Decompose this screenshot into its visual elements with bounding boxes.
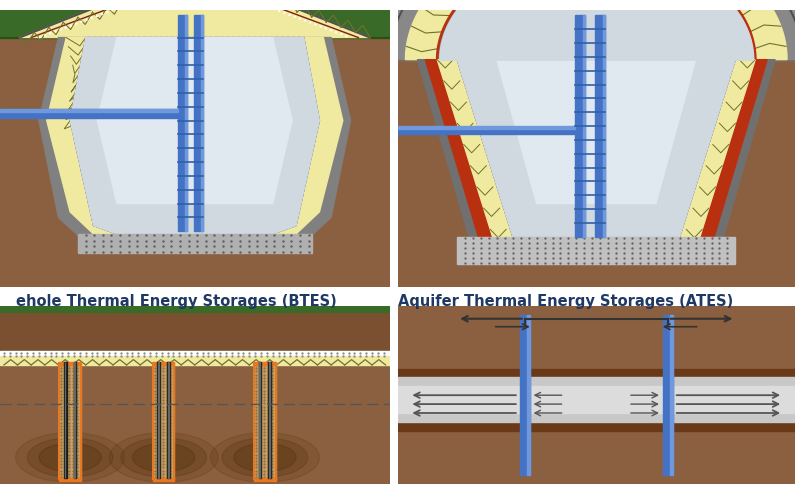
Bar: [398, 126, 575, 134]
Polygon shape: [437, 60, 755, 250]
Bar: [153, 363, 174, 479]
Polygon shape: [0, 10, 98, 134]
Polygon shape: [19, 0, 370, 38]
Circle shape: [39, 443, 101, 472]
Bar: [526, 315, 529, 475]
Polygon shape: [47, 38, 343, 245]
Bar: [0, 351, 390, 356]
Circle shape: [222, 438, 308, 477]
Bar: [398, 306, 795, 369]
Bar: [583, 15, 585, 237]
Circle shape: [27, 438, 113, 477]
Bar: [64, 362, 67, 478]
Bar: [167, 362, 170, 478]
Bar: [603, 15, 605, 237]
Bar: [595, 15, 604, 237]
Bar: [457, 237, 735, 264]
Bar: [194, 15, 203, 231]
Bar: [398, 386, 795, 413]
Polygon shape: [457, 60, 735, 237]
Polygon shape: [417, 60, 775, 264]
Text: Aquifer Thermal Energy Storages (ATES): Aquifer Thermal Energy Storages (ATES): [398, 294, 733, 309]
Bar: [398, 369, 795, 377]
Bar: [258, 362, 262, 478]
Bar: [669, 315, 673, 475]
Bar: [78, 234, 312, 253]
Bar: [153, 363, 174, 479]
Bar: [60, 363, 81, 479]
Polygon shape: [293, 10, 390, 134]
Polygon shape: [425, 60, 767, 259]
Circle shape: [16, 433, 125, 482]
Text: ehole Thermal Energy Storages (BTES): ehole Thermal Energy Storages (BTES): [16, 294, 336, 309]
Circle shape: [211, 433, 320, 482]
Bar: [60, 362, 81, 365]
Circle shape: [234, 443, 296, 472]
Bar: [0, 110, 178, 118]
Polygon shape: [39, 38, 351, 253]
Circle shape: [109, 433, 218, 482]
Bar: [662, 315, 673, 475]
Bar: [60, 478, 81, 481]
Bar: [178, 15, 187, 231]
Bar: [254, 363, 276, 479]
Bar: [398, 422, 795, 431]
Bar: [398, 126, 575, 129]
Bar: [254, 362, 276, 365]
Bar: [200, 15, 203, 231]
Polygon shape: [497, 60, 696, 204]
Bar: [185, 15, 187, 231]
Bar: [398, 377, 795, 422]
Circle shape: [133, 443, 195, 472]
Bar: [398, 10, 795, 60]
Polygon shape: [405, 0, 787, 60]
Bar: [74, 362, 76, 478]
Polygon shape: [390, 0, 795, 60]
Polygon shape: [98, 38, 293, 204]
Bar: [254, 363, 276, 479]
Bar: [157, 362, 160, 478]
Bar: [0, 306, 390, 312]
Bar: [398, 431, 795, 484]
Bar: [60, 363, 81, 479]
Bar: [0, 356, 390, 365]
Bar: [269, 362, 271, 478]
Bar: [0, 306, 390, 351]
Polygon shape: [70, 38, 320, 234]
Bar: [0, 10, 390, 38]
Bar: [0, 109, 178, 112]
Bar: [153, 362, 174, 365]
Bar: [153, 478, 174, 481]
Bar: [520, 315, 530, 475]
Bar: [254, 478, 276, 481]
Bar: [575, 15, 584, 237]
Circle shape: [121, 438, 207, 477]
